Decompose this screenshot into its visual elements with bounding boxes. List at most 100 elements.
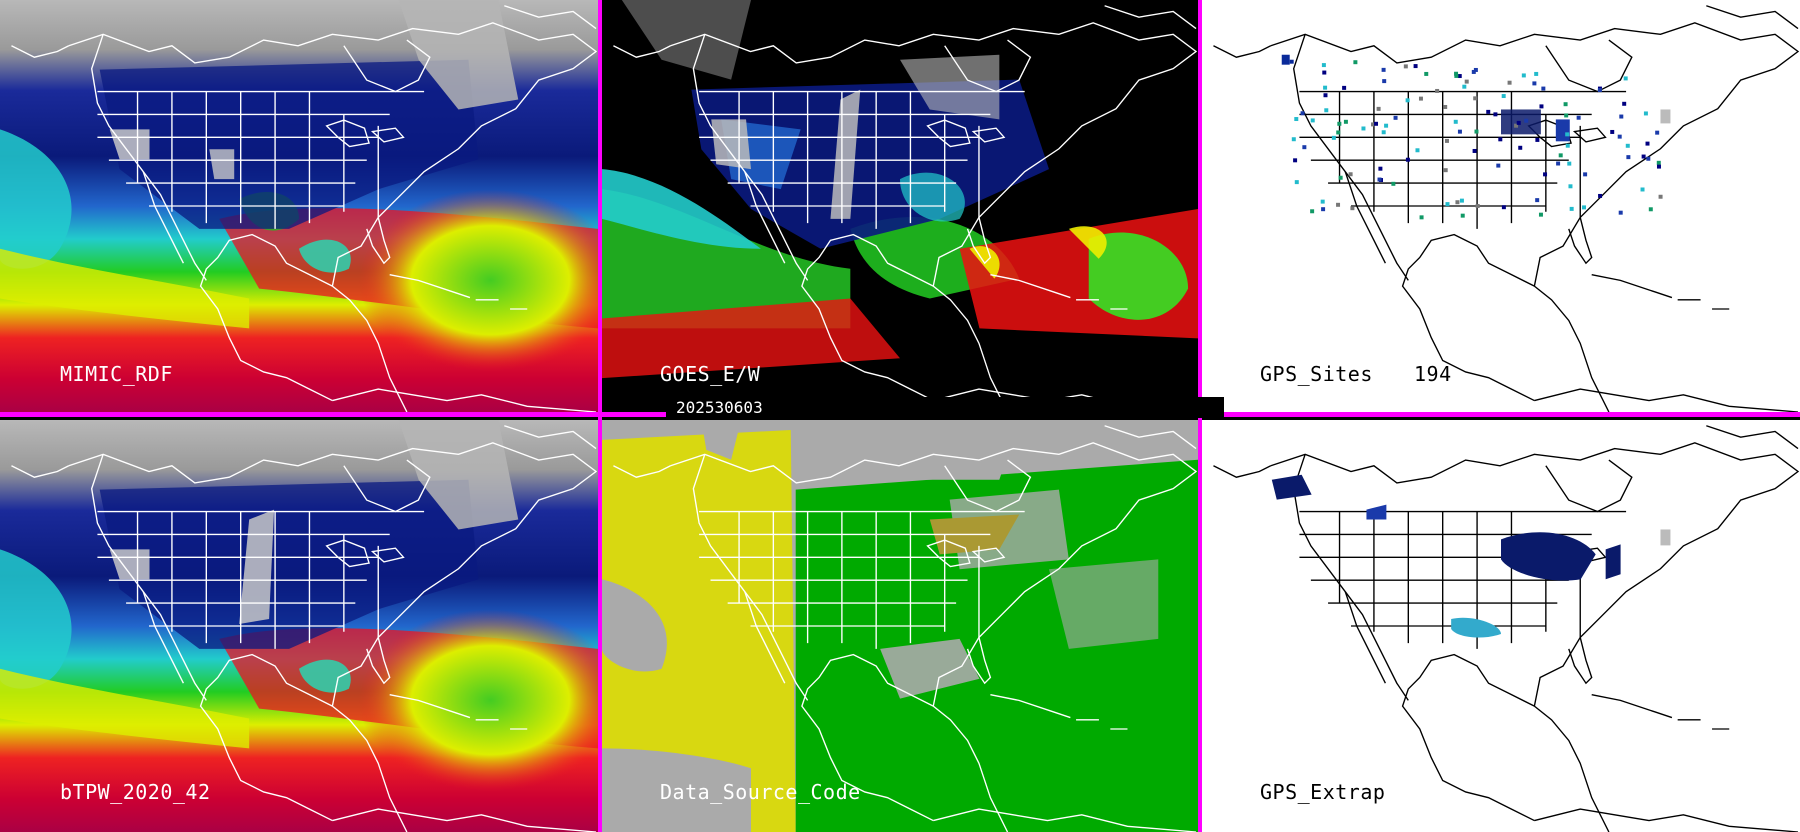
gps-site-marker	[1336, 130, 1341, 135]
gps-site-marker	[1521, 73, 1526, 78]
gps-site-marker	[1576, 115, 1581, 120]
gps-site-marker	[1381, 67, 1386, 72]
gps-site-marker	[1564, 113, 1569, 118]
gps-site-marker	[1617, 134, 1622, 139]
gps-site-marker	[1294, 180, 1299, 185]
gps-site-marker	[1486, 109, 1491, 114]
gps-site-marker	[1336, 202, 1341, 207]
gps-site-marker	[1583, 172, 1588, 177]
gps-site-marker	[1648, 207, 1653, 212]
gps-site-marker	[1655, 130, 1660, 135]
panel-mimic-rdf: MIMIC_RDF	[0, 0, 598, 412]
panel-label: MIMIC_RDF	[60, 362, 173, 386]
gps-site-marker	[1343, 119, 1348, 124]
gps-site-marker	[1310, 118, 1315, 123]
gps-site-marker	[1556, 161, 1561, 166]
gps-site-marker	[1462, 84, 1467, 89]
gps-site-marker	[1459, 198, 1464, 203]
gps-site-marker	[1535, 198, 1540, 203]
gps-site-marker	[1361, 126, 1366, 131]
gps-site-marker	[1541, 86, 1546, 91]
gps-site-marker	[1324, 108, 1329, 113]
gps-site-marker	[1464, 79, 1469, 84]
gps-site-marker	[1291, 137, 1296, 142]
gps-site-marker	[1300, 111, 1305, 116]
gps-site-marker	[1656, 160, 1661, 165]
gps-site-marker	[1418, 96, 1423, 101]
panel-label: bTPW_2020_42	[60, 780, 211, 804]
gps-site-marker	[1391, 181, 1396, 186]
gps-site-marker	[1474, 129, 1479, 134]
gps-site-marker	[1455, 200, 1460, 205]
gps-site-marker	[1518, 145, 1523, 150]
gps-site-marker	[1419, 215, 1424, 220]
gps-site-marker	[1457, 129, 1462, 134]
gps-site-marker	[1610, 129, 1615, 134]
gps-site-marker	[1322, 70, 1327, 75]
gps-site-marker	[1626, 155, 1631, 160]
gps-site-marker	[1454, 73, 1459, 78]
gps-site-marker	[1405, 157, 1410, 162]
gps-site-marker	[1538, 212, 1543, 217]
gps-site-marker	[1371, 122, 1376, 127]
panel-gps-sites: GPS_Sites 194	[1202, 0, 1800, 412]
gps-site-marker	[1656, 164, 1661, 169]
gps-site-marker	[1454, 71, 1459, 76]
gps-site-marker	[1445, 202, 1450, 207]
gps-site-marker	[1641, 154, 1646, 159]
gps-site-marker	[1643, 111, 1648, 116]
gps-site-marker	[1473, 96, 1478, 101]
gps-site-marker	[1302, 145, 1307, 150]
gps-site-marker	[1498, 137, 1503, 142]
gps-site-marker	[1310, 209, 1315, 214]
gps-site-marker	[1532, 81, 1537, 86]
gps-site-marker	[1582, 205, 1587, 210]
gps-site-marker	[1645, 141, 1650, 146]
gps-site-marker	[1348, 172, 1353, 177]
gps-site-marker	[1640, 187, 1645, 192]
gps-site-marker	[1382, 79, 1387, 84]
gps-site-marker	[1524, 118, 1529, 123]
gps-site-marker	[1496, 163, 1501, 168]
gps-site-marker	[1567, 161, 1572, 166]
gps-site-marker	[1563, 102, 1568, 107]
panel-label: Data_Source_Code	[660, 780, 861, 804]
gps-site-marker	[1493, 112, 1498, 117]
gps-site-marker	[1453, 119, 1458, 124]
gps-site-marker	[1598, 193, 1603, 198]
gps-site-marker	[1377, 177, 1382, 182]
gps-site-marker	[1622, 101, 1627, 106]
gps-site-marker	[1403, 64, 1408, 69]
gps-site-marker	[1384, 123, 1389, 128]
gps-site-marker	[1597, 88, 1602, 93]
gps-site-marker	[1501, 205, 1506, 210]
date-bar: 202530603	[666, 397, 1224, 418]
gps-site-marker	[1293, 158, 1298, 163]
gps-site-marker	[1565, 132, 1570, 137]
gps-site-marker	[1535, 137, 1540, 142]
gps-site-marker	[1381, 130, 1386, 135]
gps-site-marker	[1460, 213, 1465, 218]
panel-label: GPS_Sites	[1260, 362, 1373, 386]
gps-site-marker	[1320, 199, 1325, 204]
gps-site-marker	[1472, 148, 1477, 153]
panel-label: GOES_E/W	[660, 362, 761, 386]
gps-site-marker	[1435, 88, 1440, 93]
gps-site-marker	[1568, 184, 1573, 189]
gps-site-marker	[1565, 143, 1570, 148]
gps-site-marker	[1457, 74, 1462, 79]
gps-site-marker	[1405, 98, 1410, 103]
panel-data-source-code: Data_Source_Code	[602, 420, 1198, 832]
gps-site-marker	[1424, 71, 1429, 76]
gps-site-marker	[1321, 63, 1326, 68]
gps-site-marker	[1413, 64, 1418, 69]
gps-site-marker	[1331, 135, 1336, 140]
gps-site-marker	[1539, 104, 1544, 109]
gps-site-marker	[1323, 85, 1328, 90]
gps-site-marker	[1618, 210, 1623, 215]
gps-site-marker	[1353, 60, 1358, 65]
gps-site-marker	[1376, 106, 1381, 111]
panel-gps-extrap: GPS_Extrap	[1202, 420, 1800, 832]
gps-site-marker	[1619, 114, 1624, 119]
gps-site-marker	[1337, 121, 1342, 126]
